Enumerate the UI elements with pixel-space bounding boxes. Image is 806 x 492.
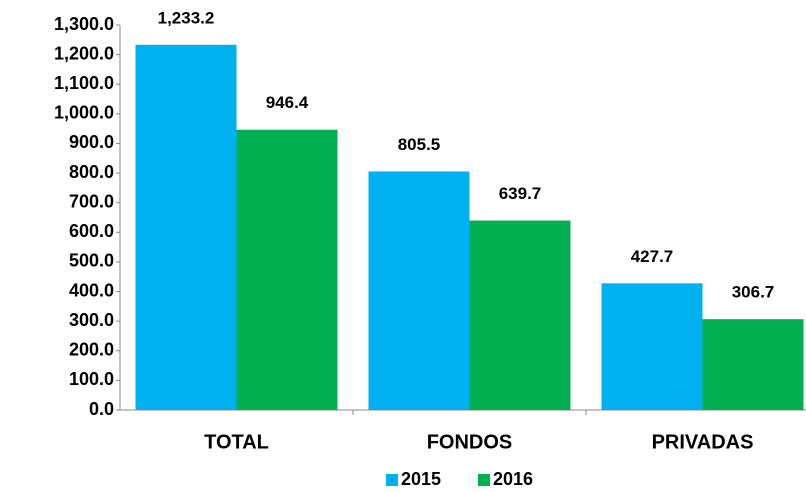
y-tick-label: 1,000.0 <box>54 103 114 123</box>
legend-label: 2016 <box>493 469 533 489</box>
bar <box>469 220 571 410</box>
legend-swatch <box>478 474 490 486</box>
data-label: 805.5 <box>398 135 441 154</box>
bar <box>236 129 338 410</box>
x-tick-label: FONDOS <box>427 431 513 453</box>
bar <box>702 319 804 410</box>
y-tick-label: 1,300.0 <box>54 14 114 34</box>
y-tick-label: 200.0 <box>69 340 114 360</box>
y-tick-label: 600.0 <box>69 221 114 241</box>
data-label: 946.4 <box>266 93 309 112</box>
y-tick-label: 300.0 <box>69 310 114 330</box>
bar <box>368 171 470 410</box>
bar <box>135 44 237 410</box>
y-tick-label: 100.0 <box>69 369 114 389</box>
data-label: 1,233.2 <box>158 8 215 27</box>
legend-label: 2015 <box>401 469 441 489</box>
y-tick-label: 500.0 <box>69 251 114 271</box>
y-tick-label: 400.0 <box>69 280 114 300</box>
legend-swatch <box>386 474 398 486</box>
data-label: 306.7 <box>732 283 775 302</box>
x-tick-label: TOTAL <box>204 431 269 453</box>
y-tick-label: 1,200.0 <box>54 43 114 63</box>
data-label: 639.7 <box>499 184 542 203</box>
y-tick-label: 900.0 <box>69 132 114 152</box>
y-tick-label: 1,100.0 <box>54 73 114 93</box>
bar <box>601 283 703 410</box>
y-tick-label: 800.0 <box>69 162 114 182</box>
y-tick-label: 0.0 <box>89 399 114 419</box>
y-tick-label: 700.0 <box>69 191 114 211</box>
x-tick-label: PRIVADAS <box>652 431 754 453</box>
data-label: 427.7 <box>631 247 674 266</box>
